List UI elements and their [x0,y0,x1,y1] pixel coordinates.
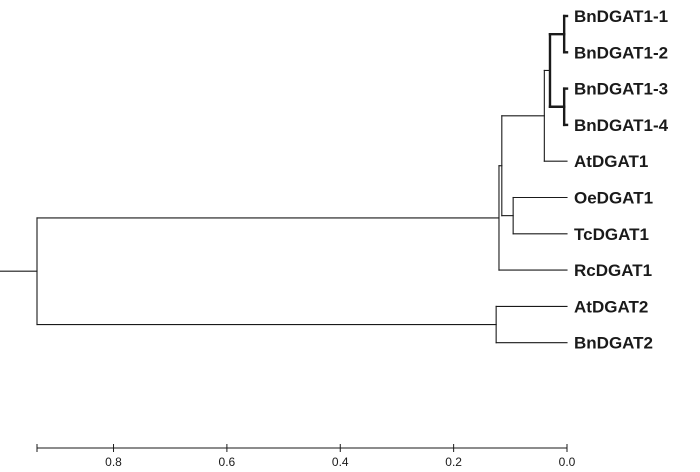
leaf-labels: BnDGAT1-1 BnDGAT1-2 BnDGAT1-3 BnDGAT1-4 AtDG… [574,7,669,353]
leaf-label: AtDGAT1 [574,152,648,171]
tick-label: 0.6 [219,455,236,469]
leaf-label: OeDGAT1 [574,189,653,208]
tick-label: 0.4 [332,455,349,469]
tree-branches [0,14,569,344]
leaf-label: TcDGAT1 [574,225,649,244]
leaf-label: BnDGAT1-4 [574,116,669,135]
distance-axis: 0.8 0.6 0.4 0.2 0.0 [36,444,576,469]
tick-label: 0.2 [445,455,462,469]
leaf-label: AtDGAT2 [574,297,648,316]
tick-label: 0.0 [559,455,576,469]
leaf-label: BnDGAT1-2 [574,43,668,62]
leaf-label: BnDGAT1-3 [574,80,668,99]
leaf-label: RcDGAT1 [574,261,652,280]
leaf-label: BnDGAT2 [574,334,653,353]
leaf-label: BnDGAT1-1 [574,7,668,26]
tick-label: 0.8 [105,455,122,469]
